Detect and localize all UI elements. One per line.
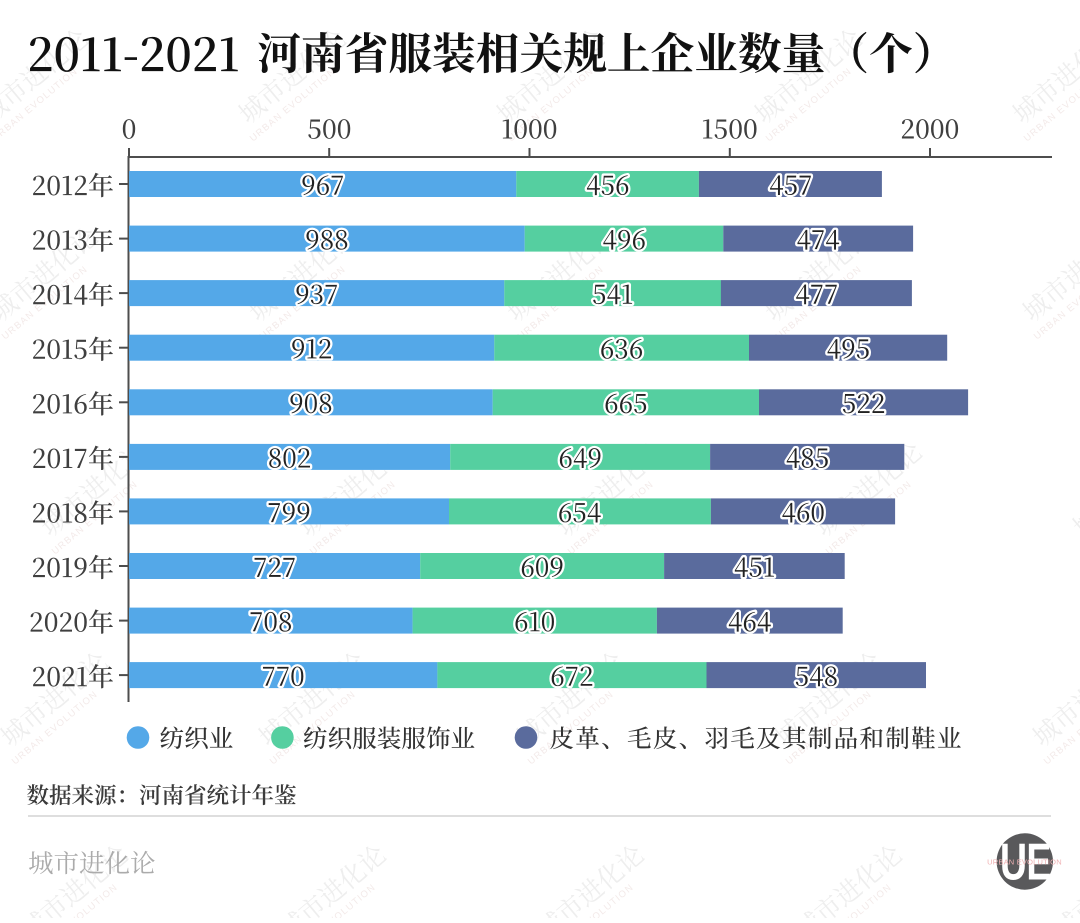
svg-text:URBAN EVOLUTION: URBAN EVOLUTION <box>987 858 1062 867</box>
svg-text:UE: UE <box>1000 832 1051 891</box>
